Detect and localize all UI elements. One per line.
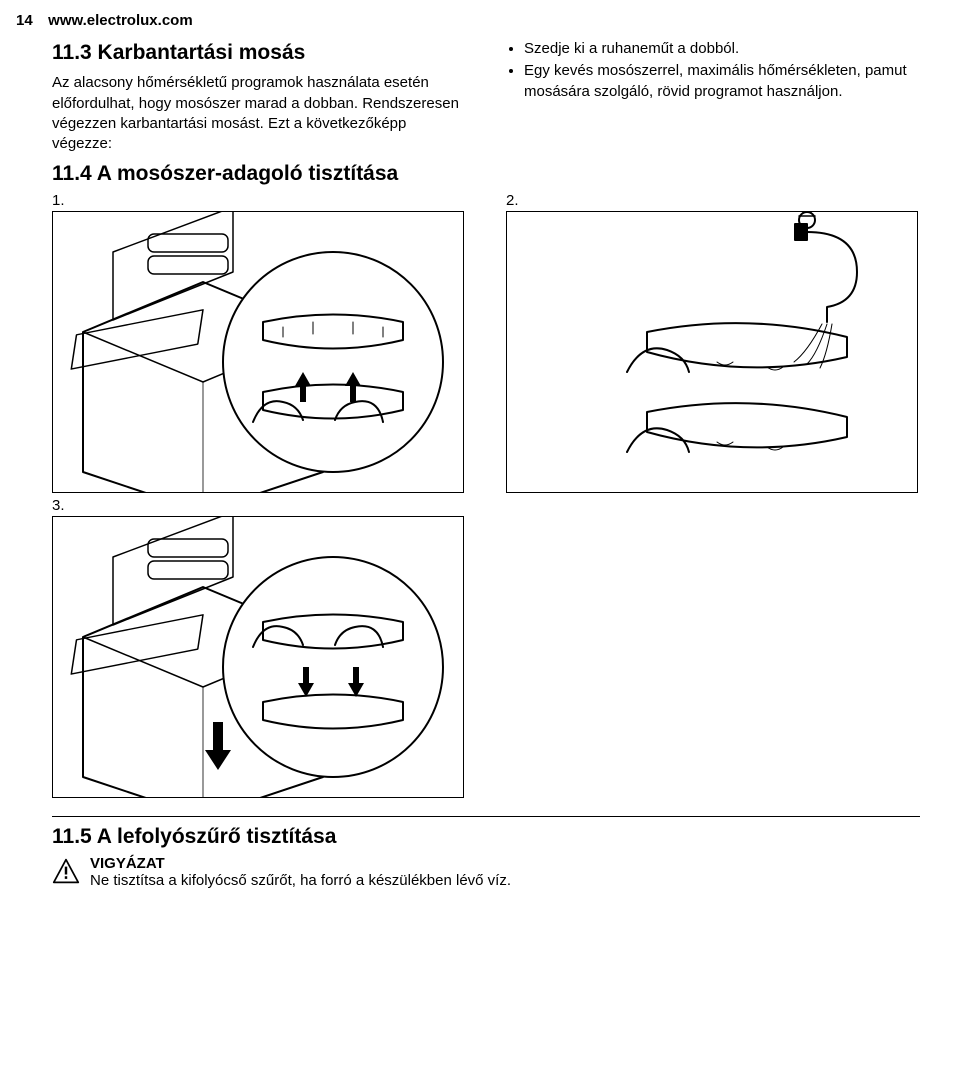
washer-remove-dispenser-illustration — [53, 212, 463, 492]
figure-2-box — [506, 211, 918, 493]
caution-text: Ne tisztítsa a kifolyócső szűrőt, ha for… — [90, 872, 511, 889]
figure-row-2: 3. — [52, 497, 920, 798]
bullet-item: Egy kevés mosószerrel, maximális hőmérsé… — [524, 61, 920, 102]
figure-2: 2. — [506, 192, 920, 493]
page-header: 14 www.electrolux.com — [16, 12, 920, 29]
warning-triangle-icon — [52, 857, 80, 885]
figure-1: 1. — [52, 192, 466, 493]
figure-3-box — [52, 516, 464, 798]
caution-label: VIGYÁZAT — [90, 855, 511, 872]
section-11-3-title: 11.3 Karbantartási mosás — [52, 39, 466, 67]
section-11-3: 11.3 Karbantartási mosás Az alacsony hőm… — [52, 39, 920, 154]
section-11-5-title: 11.5 A lefolyószűrő tisztítása — [52, 825, 920, 849]
figure-3: 3. — [52, 497, 466, 798]
section-11-3-bullets: Szedje ki a ruhaneműt a dobból. Egy kevé… — [506, 39, 920, 102]
col-right: Szedje ki a ruhaneműt a dobból. Egy kevé… — [506, 39, 920, 154]
caution-text-block: VIGYÁZAT Ne tisztítsa a kifolyócső szűrő… — [90, 855, 511, 889]
bullet-item: Szedje ki a ruhaneműt a dobból. — [524, 39, 920, 59]
figure-1-box — [52, 211, 464, 493]
page-number: 14 — [16, 12, 44, 29]
caution-block: VIGYÁZAT Ne tisztítsa a kifolyócső szűrő… — [52, 855, 920, 889]
step-label: 3. — [52, 497, 65, 514]
site-url: www.electrolux.com — [48, 12, 193, 29]
step-label: 1. — [52, 192, 65, 209]
figure-row-1: 1. — [52, 192, 920, 493]
figure-row-2-spacer — [506, 497, 920, 798]
section-separator — [52, 816, 920, 817]
washer-insert-dispenser-illustration — [53, 517, 463, 797]
section-11-4-title: 11.4 A mosószer-adagoló tisztítása — [52, 162, 920, 186]
section-11-3-paragraph: Az alacsony hőmérsékletű programok haszn… — [52, 73, 466, 154]
step-label: 2. — [506, 192, 519, 209]
rinse-dispenser-illustration — [507, 212, 917, 492]
col-left: 11.3 Karbantartási mosás Az alacsony hőm… — [52, 39, 466, 154]
